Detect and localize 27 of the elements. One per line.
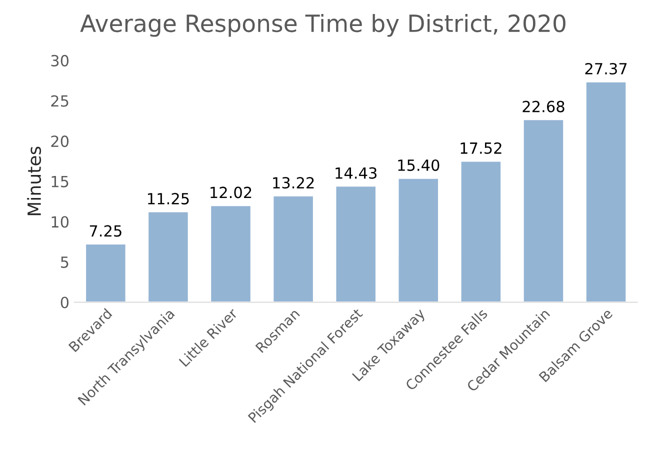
data-label: 14.43: [336, 167, 376, 179]
y-tick-label: 5: [61, 256, 68, 268]
data-label: 7.25: [90, 225, 122, 237]
data-label: 11.25: [148, 192, 189, 204]
bar: [84, 243, 127, 302]
y-tick-label: 10: [52, 216, 69, 228]
y-tick-label: 0: [60, 296, 69, 308]
y-axis-title: Minutes: [27, 146, 42, 216]
data-label: 13.22: [273, 177, 314, 189]
bar: [147, 210, 190, 302]
bar: [460, 160, 502, 302]
bar: [522, 118, 564, 302]
bar: [210, 204, 252, 302]
data-label: 27.37: [585, 62, 627, 75]
bar: [397, 177, 440, 302]
data-label: 22.68: [522, 100, 564, 112]
bar: [585, 80, 628, 302]
chart-title: Average Response Time by District, 2020: [80, 14, 566, 37]
data-label: 17.52: [460, 142, 502, 154]
bar: [334, 185, 377, 302]
bar: [272, 195, 314, 302]
data-label: 15.40: [398, 159, 440, 171]
y-tick-label: 25: [51, 95, 68, 107]
y-tick-label: 30: [51, 54, 69, 66]
y-tick-label: 20: [51, 136, 69, 148]
y-tick-label: 15: [52, 176, 68, 188]
data-label: 12.02: [210, 186, 252, 198]
